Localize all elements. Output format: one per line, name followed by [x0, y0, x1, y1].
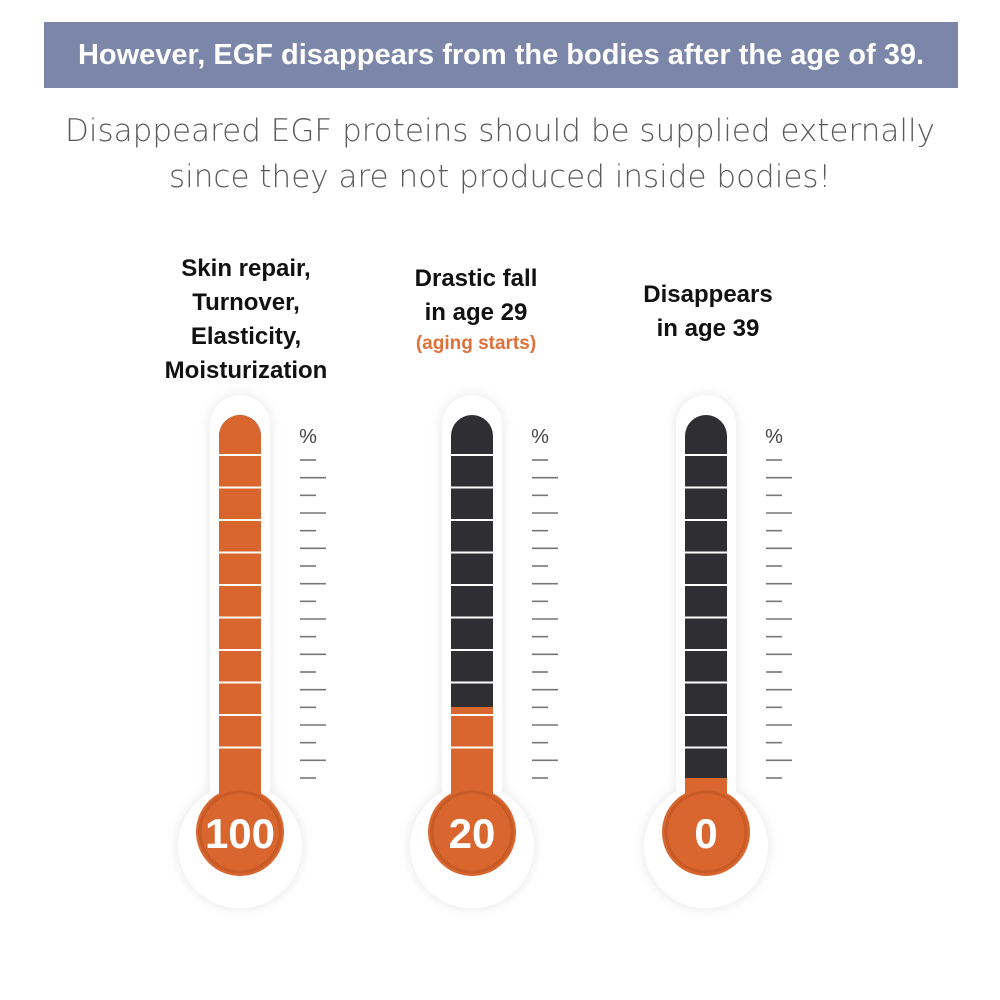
- tube-background: [685, 415, 727, 780]
- tube-fill: [451, 707, 493, 780]
- unit-label: %: [299, 426, 317, 448]
- caption-1: Skin repair, Turnover, Elasticity, Moist…: [146, 252, 346, 388]
- caption-3-line: in age 39: [656, 315, 760, 342]
- header-banner: However, EGF disappears from the bodies …: [44, 22, 958, 88]
- caption-3: Disappears in age 39: [608, 278, 808, 346]
- bulb-ring: [198, 790, 282, 874]
- bulb: [662, 788, 750, 876]
- thermometer-1: 100%: [177, 395, 326, 909]
- caption-1-line: Elasticity,: [190, 323, 302, 350]
- banner-title: However, EGF disappears from the bodies …: [77, 38, 925, 71]
- unit-label: %: [531, 426, 549, 448]
- bulb-ring: [430, 790, 514, 874]
- subtitle-line-1: Disappeared EGF proteins should be suppl…: [65, 113, 935, 149]
- subtitle-line-2: since they are not produced inside bodie…: [169, 159, 831, 195]
- value-label: 100: [205, 810, 275, 857]
- tube-fill: [219, 415, 261, 780]
- caption-2-line: Drastic fall: [414, 265, 538, 292]
- caption-1-line: Moisturization: [164, 357, 328, 384]
- value-label: 20: [449, 810, 496, 857]
- bulb: [196, 788, 284, 876]
- caption-1-line: Turnover,: [192, 289, 300, 316]
- unit-label: %: [765, 426, 783, 448]
- caption-3-line: Disappears: [643, 281, 773, 308]
- thermometer-3: 0%: [643, 395, 792, 909]
- tube-background: [451, 415, 493, 780]
- caption-2-line: in age 29: [424, 299, 528, 326]
- value-label: 0: [694, 810, 717, 857]
- caption-2: Drastic fall in age 29 (aging starts): [376, 262, 576, 358]
- subtitle: Disappeared EGF proteins should be suppl…: [0, 108, 1000, 200]
- caption-2-note: (aging starts): [415, 333, 537, 354]
- bulb: [428, 788, 516, 876]
- thermometer-2: 20%: [410, 395, 558, 909]
- caption-1-line: Skin repair,: [181, 255, 311, 282]
- bulb-ring: [664, 790, 748, 874]
